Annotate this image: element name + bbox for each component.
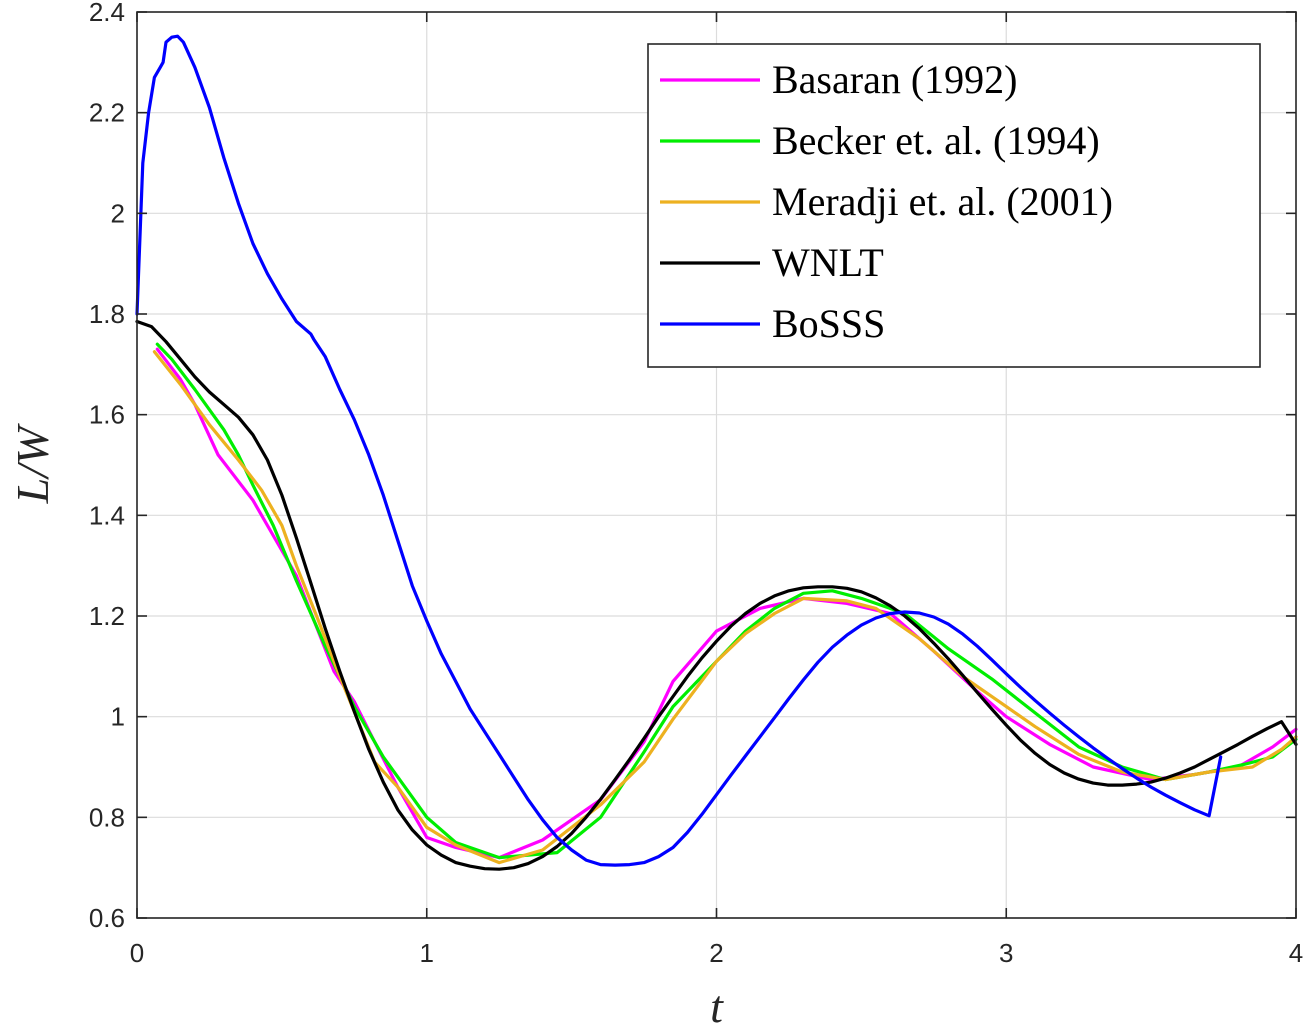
legend-entry: Becker et. al. (1994) — [772, 118, 1100, 163]
y-tick-label: 1.2 — [89, 601, 125, 631]
y-tick-label: 2 — [111, 198, 125, 228]
legend-entry: WNLT — [772, 240, 884, 285]
x-tick-label: 4 — [1289, 938, 1303, 968]
legend-entry: BoSSS — [772, 301, 885, 346]
legend-entry: Meradji et. al. (2001) — [772, 179, 1113, 224]
x-axis-label: t — [710, 981, 724, 1029]
ticks: 0 1 2 3 4 0.6 0.8 1 1.2 1.4 1.6 1.8 2 2.2 2.4 — [89, 0, 1303, 968]
series-line-2 — [155, 342, 1298, 860]
y-tick-label: 1.6 — [89, 400, 125, 430]
y-tick-label: 0.6 — [89, 903, 125, 933]
y-tick-label: 1 — [111, 702, 125, 732]
x-tick-label: 1 — [420, 938, 434, 968]
x-tick-label: 2 — [709, 938, 723, 968]
series-line-3 — [152, 350, 1298, 865]
series-line-5 — [135, 34, 1223, 867]
y-tick-label: 2.2 — [89, 98, 125, 128]
series-line-1 — [155, 347, 1298, 860]
legend: Basaran (1992) Becker et. al. (1994) Merad… — [647, 43, 1261, 368]
series-group — [135, 34, 1298, 871]
x-tick-label: 0 — [130, 938, 144, 968]
y-tick-label: 2.4 — [89, 0, 125, 27]
legend-entry: Basaran (1992) — [772, 57, 1017, 102]
y-tick-label: 1.8 — [89, 299, 125, 329]
legend-box — [647, 43, 1261, 368]
y-axis-label: L/W — [7, 423, 58, 504]
y-tick-label: 0.8 — [89, 802, 125, 832]
y-tick-label: 1.4 — [89, 500, 125, 530]
x-tick-label: 3 — [999, 938, 1013, 968]
series-line-4 — [135, 319, 1298, 871]
